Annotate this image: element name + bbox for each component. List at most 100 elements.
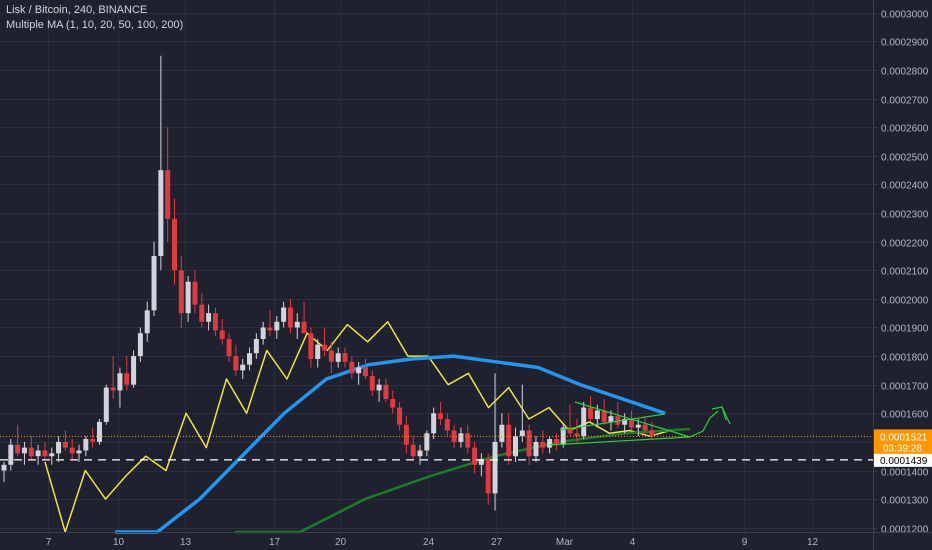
projection-path [689,410,719,438]
candle-body [349,361,355,374]
candle-body [492,441,498,494]
candle [465,424,471,454]
candle [588,396,594,422]
candle [301,301,307,334]
candle [226,333,232,362]
candle [247,347,253,371]
time-tick-label: 24 [423,537,435,548]
price-tick-label: 0.0002800 [881,67,929,78]
candle-body [451,430,457,442]
moving-average-line [44,321,671,533]
candle-body [424,433,430,451]
price-badge [874,429,932,456]
candle [110,356,116,399]
candle-body [397,407,403,425]
candle-body [165,170,171,219]
candle [362,358,368,379]
candle-body [560,427,566,445]
candle [376,378,382,402]
grid [0,0,873,532]
candle-body [540,441,546,448]
candle-body [356,367,362,374]
candle-body [83,439,89,451]
candle [342,347,348,368]
candle-body [15,444,21,454]
candle-body [601,410,607,422]
candle-body [301,321,307,334]
candle [431,407,437,440]
candle [553,433,559,451]
trendline-lower [549,436,691,446]
time-tick-label: 4 [630,537,636,548]
moving-average-line [115,354,666,534]
candle [21,441,27,465]
price-axis[interactable]: 0.00012000.00013000.00014000.00015000.00… [873,0,932,550]
candle [390,390,396,414]
candle-body [526,430,532,457]
price-tick-label: 0.0001300 [881,496,929,507]
projection-arrow-tail [721,406,731,425]
candle [356,361,362,385]
candle-body [328,350,334,362]
candle-body [417,450,423,457]
candle-body [124,373,130,385]
candle [83,436,89,457]
candle-body [28,447,34,457]
candle-body [499,424,505,442]
price-tick-label: 0.0002100 [881,267,929,278]
chart-title: Lisk / Bitcoin, 240, BINANCE [6,4,148,16]
candle [199,293,205,328]
candle [506,413,512,465]
candle-body [547,439,553,448]
candle-body [281,307,287,322]
candle [403,416,409,454]
candle [540,430,546,454]
candle-body [588,407,594,420]
time-axis[interactable]: 7 10 13 17 20 24 27 Mar 4 9 12 [0,532,932,549]
candle [601,399,607,425]
candle [56,436,62,462]
price-tick-label: 0.0001900 [881,324,929,335]
candle [642,416,648,434]
trendline-channel [559,413,666,431]
candle [233,344,239,377]
candle [526,424,532,465]
candle [308,327,314,368]
price-tick-label: 0.0002200 [881,239,929,250]
candle-body [49,453,55,457]
candle-body [240,364,246,371]
candle [281,301,287,328]
time-tick-label: 27 [491,537,503,548]
candle-body [567,427,573,434]
candles [1,55,655,511]
candle-body [431,413,437,434]
candle [260,321,266,345]
candle [172,198,177,285]
candle-body [192,281,198,305]
candle-body [267,327,273,331]
candle [1,461,7,482]
candle-body [185,281,191,314]
candle-body [178,270,184,314]
candle-body [21,447,27,454]
candle [49,447,55,465]
candle-body [376,384,382,391]
candle [212,307,218,337]
candle [383,378,389,402]
moving-averages [44,321,691,534]
candle-body [294,321,300,328]
indicator-label: Multiple MA (1, 10, 20, 50, 100, 200) [6,19,184,31]
candle [124,356,130,391]
time-tick-label: 10 [113,537,125,548]
candle-body [369,376,375,391]
candle [424,430,430,457]
candle [42,441,48,460]
candle [437,401,443,425]
candle-body [69,447,75,454]
candle [547,436,553,454]
candle [35,444,41,465]
candle-body [642,424,648,431]
candle [144,301,150,342]
